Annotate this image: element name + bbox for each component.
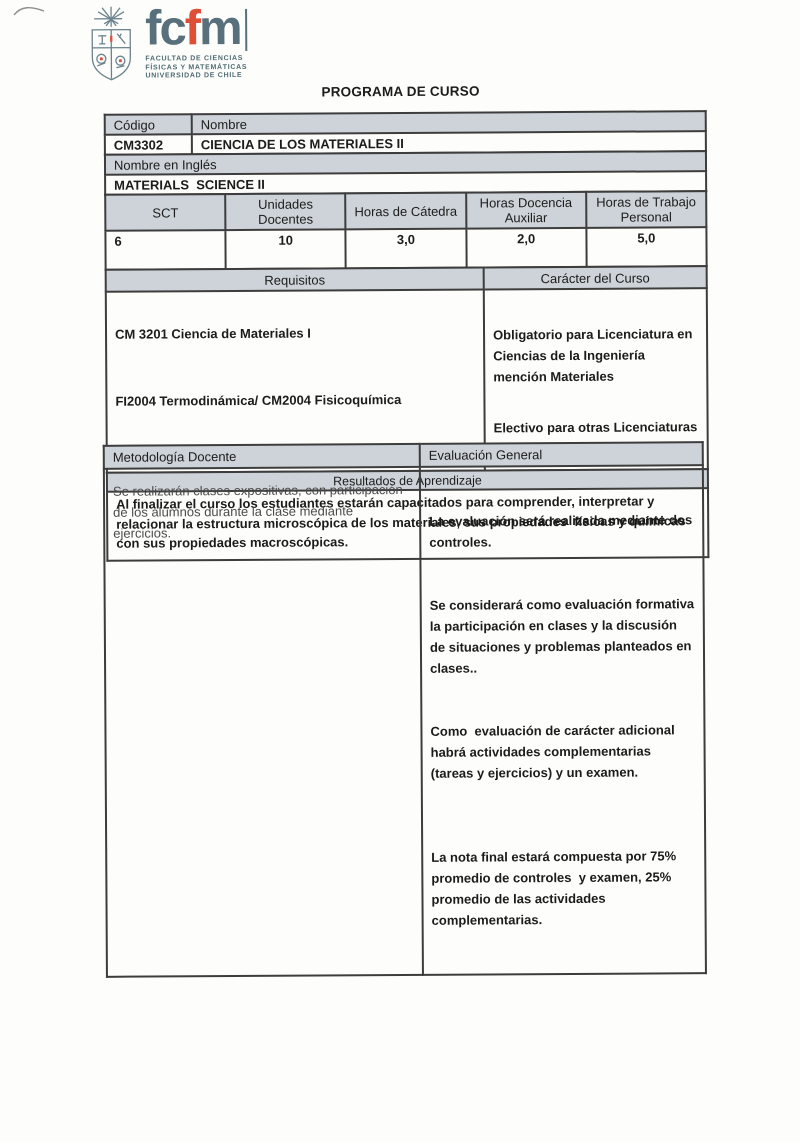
evaluacion-cell: La evaluación será realizada mediante do… xyxy=(420,465,706,975)
wordmark-m: m xyxy=(199,5,241,51)
code-name-table: Código Nombre CM3302 CIENCIA DE LOS MATE… xyxy=(104,110,707,156)
wordmark-f-red: f xyxy=(185,5,200,51)
evaluacion-p1: La evaluación será realizada mediante do… xyxy=(429,509,694,553)
credits-value-auxiliar: 2,0 xyxy=(466,228,586,268)
requisitos-label: Requisitos xyxy=(106,267,484,291)
credits-header-sct: SCT xyxy=(105,194,225,231)
credits-header-unidades: Unidades Docentes xyxy=(225,193,345,230)
credits-table: SCT Unidades Docentes Horas de Cátedra H… xyxy=(104,190,707,271)
evaluacion-p2: Se considerará como evaluación formativa… xyxy=(430,593,696,679)
metodologia-label: Metodología Docente xyxy=(104,444,420,469)
requisito-2: FI2004 Termodinámica/ CM2004 Fisicoquími… xyxy=(115,392,475,409)
evaluacion-p4: La nota final estará compuesta por 75% p… xyxy=(431,845,697,931)
caracter-label: Carácter del Curso xyxy=(484,266,707,289)
credits-value-catedra: 3,0 xyxy=(346,229,466,269)
logo-subtext-line3: UNIVERSIDAD DE CHILE xyxy=(145,72,248,81)
evaluacion-label: Evaluación General xyxy=(420,442,703,467)
caracter-1: Obligatorio para Licenciatura en Ciencia… xyxy=(493,323,698,387)
caracter-2: Electivo para otras Licenciaturas xyxy=(494,416,699,438)
logo-subtext: FACULTAD DE CIENCIAS FÍSICAS Y MATEMÁTIC… xyxy=(145,55,248,81)
wordmark-fc: fc xyxy=(145,5,185,51)
requisito-1: CM 3201 Ciencia de Materiales I xyxy=(115,325,475,342)
credits-value-personal: 5,0 xyxy=(586,227,706,267)
credits-header-auxiliar: Horas Docencia Auxiliar xyxy=(466,192,586,229)
codigo-label: Código xyxy=(105,114,192,135)
logo-subtext-line1: FACULTAD DE CIENCIAS xyxy=(145,55,248,64)
codigo-value: CM3302 xyxy=(105,134,192,155)
english-name-table: Nombre en Inglés MATERIALS SCIENCE II xyxy=(104,150,707,196)
university-seal-icon xyxy=(84,6,138,86)
credits-value-sct: 6 xyxy=(105,230,225,270)
evaluacion-p3: Como evaluación de carácter adicional ha… xyxy=(430,719,695,784)
method-eval-section: Metodología Docente Evaluación General S… xyxy=(103,441,707,978)
metodologia-text: Se realizarán clases expositivas, con pa… xyxy=(104,467,423,977)
credits-header-catedra: Horas de Cátedra xyxy=(346,193,466,230)
wordmark-bar xyxy=(246,9,248,51)
credits-value-unidades: 10 xyxy=(226,229,346,269)
method-eval-table: Metodología Docente Evaluación General S… xyxy=(103,441,707,978)
credits-header-personal: Horas de Trabajo Personal xyxy=(586,191,706,228)
